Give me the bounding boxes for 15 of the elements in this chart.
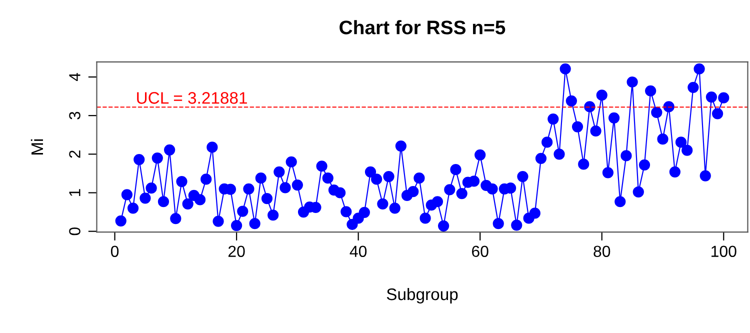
x-tick-label: 40 bbox=[350, 246, 367, 258]
y-tick-label: 2 bbox=[69, 150, 80, 158]
y-tick-label: 3 bbox=[69, 112, 80, 120]
chart-title: Chart for RSS n=5 bbox=[340, 20, 506, 34]
y-tick-label: 0 bbox=[69, 228, 80, 236]
x-tick-label: 80 bbox=[594, 246, 610, 258]
y-tick-label: 1 bbox=[69, 189, 80, 196]
x-axis-title: Subgroup bbox=[386, 288, 458, 304]
y-tick-label: 4 bbox=[69, 73, 80, 82]
y-axis-title: Mi bbox=[30, 139, 43, 154]
x-tick-label: 100 bbox=[712, 246, 736, 258]
ref-line-label: UCL = 3.21881 bbox=[137, 92, 247, 104]
x-tick-label: 0 bbox=[110, 246, 119, 258]
x-tick-label: 20 bbox=[228, 246, 245, 258]
x-tick-label: 60 bbox=[472, 246, 488, 258]
